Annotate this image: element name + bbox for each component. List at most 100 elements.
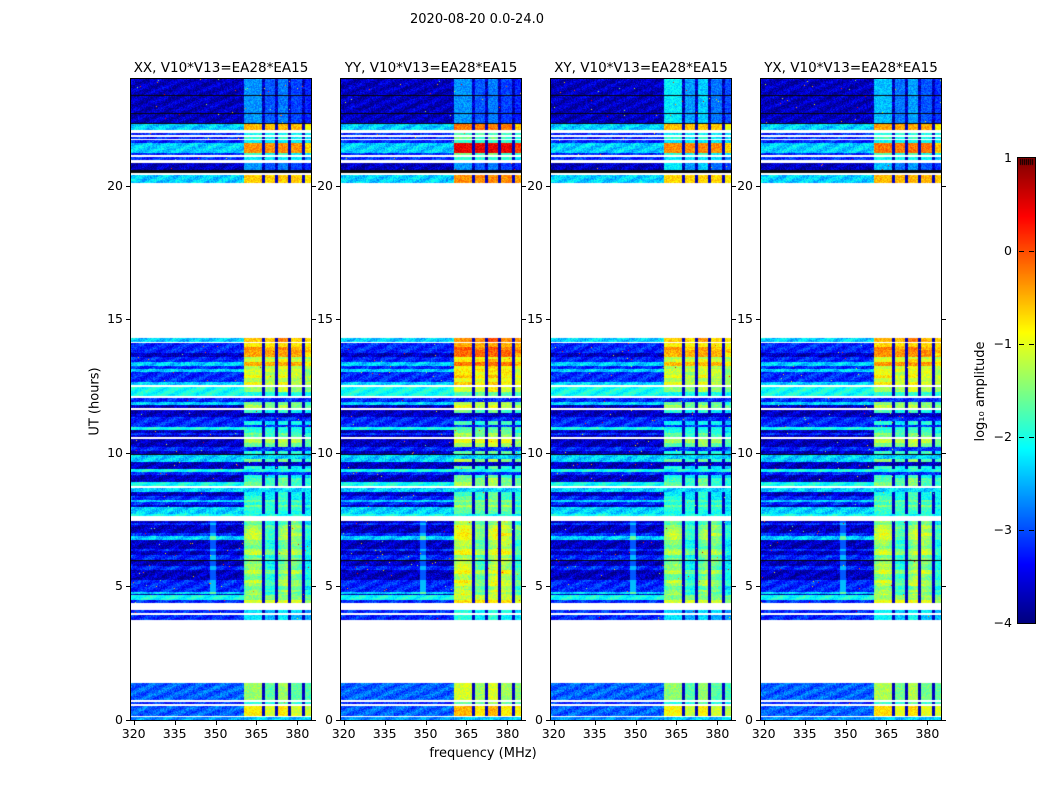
y-tick-mark bbox=[336, 586, 340, 588]
y-tick-label: 5 bbox=[115, 578, 123, 594]
x-tick-label: 350 bbox=[203, 726, 228, 741]
y-tick-label: 0 bbox=[535, 712, 543, 727]
x-tick-label: 380 bbox=[705, 726, 730, 741]
colorbar-tick-mark bbox=[1029, 437, 1034, 438]
colorbar-tick-label: −2 bbox=[993, 429, 1012, 444]
y-tick-mark bbox=[546, 452, 550, 454]
y-tick-mark bbox=[546, 185, 550, 187]
colorbar-tick-label: −3 bbox=[993, 522, 1012, 537]
x-tick-label: 320 bbox=[331, 726, 356, 741]
y-tick-mark bbox=[336, 452, 340, 454]
x-tick-mark bbox=[717, 721, 719, 725]
y-tick-mark bbox=[126, 586, 130, 588]
colorbar-tick-mark bbox=[1019, 530, 1024, 531]
y-tick-label: 10 bbox=[737, 444, 753, 460]
y-tick-label: 20 bbox=[527, 177, 543, 193]
y-tick-label: 15 bbox=[317, 311, 333, 327]
y-tick-label: 20 bbox=[107, 177, 123, 193]
y-tick-mark bbox=[732, 185, 736, 187]
x-tick-label: 350 bbox=[623, 726, 648, 741]
x-tick-label: 365 bbox=[454, 726, 479, 741]
y-tick-mark bbox=[732, 452, 736, 454]
colorbar-tick-mark bbox=[1019, 437, 1024, 438]
y-tick-mark bbox=[312, 720, 316, 721]
x-tick-mark bbox=[927, 721, 929, 725]
colorbar-tick-label: 1 bbox=[1004, 150, 1012, 165]
panel-title-xy: XY, V10*V13=EA28*EA15 bbox=[554, 60, 728, 76]
spectrogram-canvas-yx bbox=[761, 79, 941, 720]
x-tick-mark bbox=[215, 721, 217, 725]
colorbar-tick-mark bbox=[1029, 344, 1034, 345]
x-tick-mark bbox=[886, 721, 888, 725]
y-tick-label: 10 bbox=[317, 444, 333, 460]
spectrogram-canvas-yy bbox=[341, 79, 521, 720]
x-tick-mark bbox=[507, 721, 509, 725]
x-tick-mark bbox=[804, 721, 806, 725]
y-tick-label: 15 bbox=[527, 311, 543, 327]
figure-title: 2020-08-20 0.0-24.0 bbox=[410, 12, 544, 27]
y-tick-mark bbox=[732, 319, 736, 321]
x-axis-label: frequency (MHz) bbox=[429, 746, 537, 761]
x-tick-label: 320 bbox=[121, 726, 146, 741]
colorbar-tick-mark bbox=[1019, 251, 1024, 252]
y-axis-label: UT (hours) bbox=[87, 367, 103, 436]
y-tick-label: 10 bbox=[107, 444, 123, 460]
spectrogram-canvas-xy bbox=[551, 79, 731, 720]
spectrogram-panel-yy bbox=[340, 78, 522, 721]
y-tick-mark bbox=[942, 185, 946, 187]
y-tick-mark bbox=[732, 720, 736, 721]
x-tick-mark bbox=[297, 721, 299, 725]
y-tick-mark bbox=[336, 185, 340, 187]
y-tick-mark bbox=[756, 319, 760, 321]
panel-title-yx: YX, V10*V13=EA28*EA15 bbox=[764, 60, 938, 76]
y-tick-mark bbox=[756, 586, 760, 588]
y-tick-mark bbox=[312, 319, 316, 321]
y-tick-mark bbox=[756, 452, 760, 454]
colorbar-tick-label: −4 bbox=[993, 615, 1012, 630]
x-tick-mark bbox=[466, 721, 468, 725]
x-tick-label: 335 bbox=[792, 726, 817, 741]
y-tick-label: 5 bbox=[325, 578, 333, 594]
x-tick-label: 365 bbox=[664, 726, 689, 741]
y-tick-mark bbox=[942, 452, 946, 454]
y-tick-label: 0 bbox=[115, 712, 123, 727]
y-tick-mark bbox=[336, 720, 340, 721]
x-tick-label: 320 bbox=[751, 726, 776, 741]
y-tick-mark bbox=[546, 586, 550, 588]
colorbar-tick-label: 0 bbox=[1004, 243, 1012, 258]
y-tick-label: 20 bbox=[737, 177, 753, 193]
x-tick-mark bbox=[553, 721, 555, 725]
y-tick-mark bbox=[522, 185, 526, 187]
y-tick-mark bbox=[942, 586, 946, 588]
y-tick-mark bbox=[522, 319, 526, 321]
x-tick-label: 350 bbox=[413, 726, 438, 741]
y-tick-mark bbox=[336, 319, 340, 321]
x-tick-mark bbox=[174, 721, 176, 725]
y-tick-mark bbox=[756, 185, 760, 187]
x-tick-label: 350 bbox=[833, 726, 858, 741]
y-tick-label: 20 bbox=[317, 177, 333, 193]
colorbar-tick-mark bbox=[1029, 530, 1034, 531]
colorbar-gradient bbox=[1018, 158, 1035, 623]
colorbar-tick-mark bbox=[1019, 344, 1024, 345]
y-tick-mark bbox=[522, 586, 526, 588]
spectrogram-panel-yx bbox=[760, 78, 942, 721]
x-tick-mark bbox=[594, 721, 596, 725]
x-tick-label: 335 bbox=[582, 726, 607, 741]
panel-title-yy: YY, V10*V13=EA28*EA15 bbox=[344, 60, 518, 76]
y-tick-mark bbox=[126, 452, 130, 454]
y-tick-label: 15 bbox=[737, 311, 753, 327]
colorbar-tick-label: −1 bbox=[993, 336, 1012, 351]
x-tick-mark bbox=[676, 721, 678, 725]
x-tick-label: 380 bbox=[915, 726, 940, 741]
y-tick-mark bbox=[732, 586, 736, 588]
y-tick-mark bbox=[522, 452, 526, 454]
y-tick-label: 0 bbox=[745, 712, 753, 727]
x-tick-label: 365 bbox=[244, 726, 269, 741]
y-tick-mark bbox=[942, 319, 946, 321]
x-tick-label: 380 bbox=[495, 726, 520, 741]
colorbar-tick-mark bbox=[1029, 251, 1034, 252]
y-tick-label: 15 bbox=[107, 311, 123, 327]
spectrogram-panel-xx bbox=[130, 78, 312, 721]
